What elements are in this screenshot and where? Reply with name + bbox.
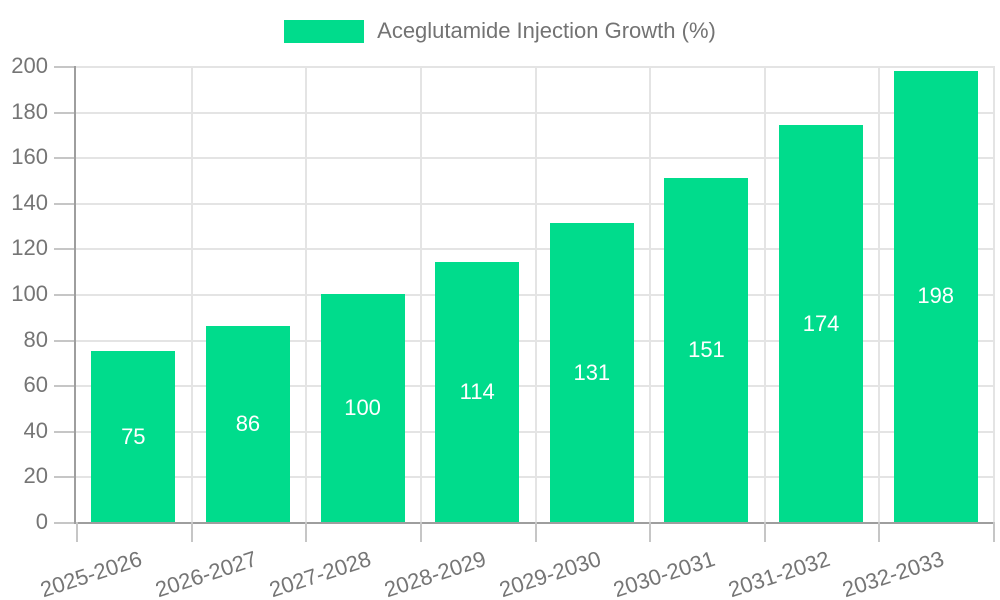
x-axis-category-label: 2027-2028 [266,546,375,600]
x-axis-tick [190,522,193,542]
y-axis-tick-label: 80 [23,326,48,352]
y-axis-tick-label: 0 [35,509,48,534]
y-axis-tick-label: 140 [11,189,48,215]
x-axis-category-label: 2028-2029 [381,546,489,600]
y-axis-tick [54,294,74,296]
y-axis-tick-label: 40 [23,417,48,443]
x-axis-tick [76,522,78,542]
bar[interactable]: 131 [549,223,634,522]
y-axis-tick [54,522,74,524]
y-axis-tick-label: 120 [11,235,48,261]
y-axis-tick-label: 20 [23,463,48,489]
bar-value-label: 131 [573,359,611,385]
bar-value-label: 114 [459,379,495,405]
bar[interactable]: 86 [205,325,290,522]
x-axis-tick [419,522,422,542]
bar-value-label: 86 [235,410,261,436]
gridline-vertical [649,66,652,522]
bar[interactable]: 174 [779,125,864,522]
y-axis-tick [54,157,74,160]
y-axis-tick-label: 100 [11,281,48,306]
x-axis-category-label: 2029-2030 [495,546,604,600]
y-axis-tick-label: 60 [23,372,48,398]
bar-value-label: 198 [917,283,955,309]
y-axis-tick [54,476,74,479]
bar[interactable]: 151 [664,177,749,522]
gridline-vertical [534,66,537,522]
bar[interactable]: 114 [435,262,520,522]
x-axis-category-label: 2025-2026 [37,546,146,600]
x-axis-tick [993,522,995,542]
gridline-vertical [763,66,766,522]
y-axis-tick [54,430,74,433]
x-axis-tick [763,522,766,542]
y-axis-tick [54,202,74,205]
bar[interactable]: 75 [91,351,176,522]
bar-value-label: 75 [121,423,146,449]
x-axis-tick [878,522,881,542]
y-axis-tick-label: 200 [11,53,48,78]
gridline-vertical [305,66,308,522]
bar-value-label: 174 [802,310,840,336]
y-axis-tick-label: 180 [11,98,48,124]
bar-value-label: 100 [344,395,381,420]
bar[interactable]: 198 [893,70,978,522]
gridline-vertical [419,66,422,522]
y-axis-tick-label: 160 [11,144,48,170]
y-axis-tick [54,66,74,68]
x-axis-category-label: 2032-2033 [839,546,948,600]
plot-area: 0 20 40 60 80 100 120 140 160 180 200 75 86 100 114 131… [11,54,995,600]
y-axis-tick [54,385,74,388]
y-axis-tick [54,111,74,114]
y-axis-tick [54,248,74,251]
x-axis-category-label: 2026-2027 [151,546,260,600]
x-axis-category-label: 2030-2031 [610,546,719,600]
legend-swatch[interactable] [284,19,365,43]
x-axis-category-label: 2031-2032 [724,546,833,600]
legend-label[interactable]: Aceglutamide Injection Growth (%) [377,18,716,43]
x-axis-tick [305,522,308,542]
x-axis-tick [649,522,652,542]
x-axis-tick [534,522,537,542]
gridline-vertical [993,66,995,522]
gridline-vertical [878,66,881,522]
bar-value-label: 151 [688,336,725,362]
legend: Aceglutamide Injection Growth (%) [0,18,1000,44]
bar[interactable]: 100 [320,294,405,522]
y-axis-tick [54,339,74,342]
gridline-vertical [190,66,193,522]
